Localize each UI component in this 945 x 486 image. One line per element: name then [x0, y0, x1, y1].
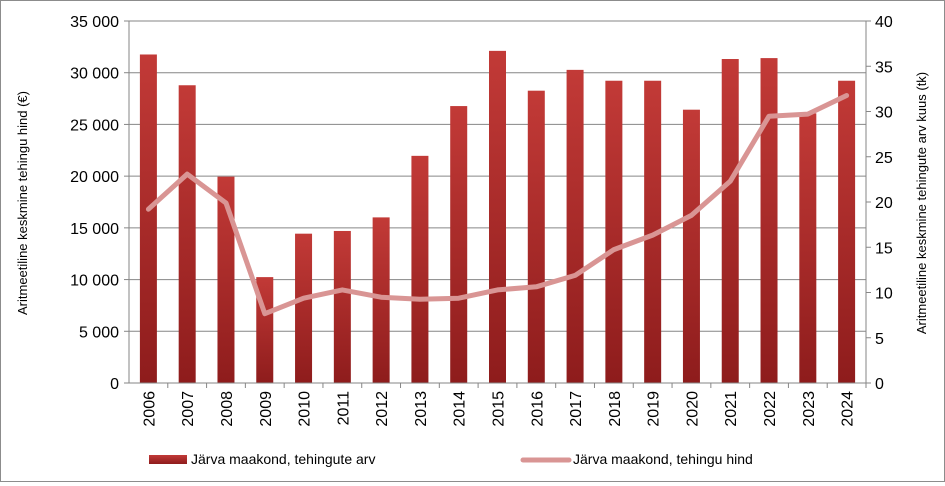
- left-tick-label: 10 000: [70, 273, 119, 290]
- bar: [644, 80, 662, 383]
- x-tick-label: 2015: [491, 391, 508, 427]
- left-tick-label: 0: [110, 376, 119, 393]
- bar: [217, 176, 235, 383]
- bar: [682, 109, 700, 383]
- x-tick-label: 2019: [646, 391, 663, 427]
- bar: [372, 217, 390, 383]
- legend-bar-swatch: [149, 455, 187, 464]
- x-tick-label: 2014: [452, 391, 469, 427]
- bar: [799, 113, 817, 383]
- bar: [178, 85, 196, 383]
- x-tick-label: 2006: [141, 391, 158, 427]
- x-axis-ticks: 2006 2007 2008 2009 2010 2011 2012 2013 2014 2015…: [141, 383, 867, 427]
- bar: [605, 80, 623, 383]
- right-axis-ticks: 0 5 10 15 20 25 30 35 40: [866, 14, 893, 393]
- left-tick-label: 5 000: [79, 324, 119, 341]
- right-tick-label: 25: [875, 150, 893, 167]
- left-tick-label: 15 000: [70, 221, 119, 238]
- x-tick-label: 2008: [219, 391, 236, 427]
- x-tick-label: 2024: [840, 391, 857, 427]
- x-tick-label: 2020: [684, 391, 701, 427]
- bar: [721, 59, 739, 383]
- left-tick-label: 20 000: [70, 169, 119, 186]
- left-axis-ticks: 0 5 000 10 000 15 000 20 000 25 000 30 000 35 0…: [70, 14, 129, 393]
- bar: [760, 58, 778, 383]
- x-tick-label: 2016: [529, 391, 546, 427]
- x-tick-label: 2013: [413, 391, 430, 427]
- x-tick-label: 2012: [374, 391, 391, 427]
- left-tick-label: 35 000: [70, 14, 119, 31]
- price-line: [145, 93, 850, 317]
- x-tick-label: 2021: [723, 391, 740, 427]
- bar: [139, 54, 157, 384]
- bar: [450, 106, 468, 383]
- x-tick-label: 2018: [607, 391, 624, 427]
- bar-series: [139, 50, 856, 384]
- x-tick-label: 2007: [180, 391, 197, 427]
- left-tick-label: 25 000: [70, 117, 119, 134]
- x-tick-label: 2022: [762, 391, 779, 427]
- legend: Järva maakond, tehingute arv Järva maako…: [149, 451, 753, 467]
- right-axis-title: Aritmeetiline keskmine tehingute arv kuu…: [914, 72, 929, 334]
- right-tick-label: 35: [875, 59, 893, 76]
- bar: [333, 230, 351, 383]
- x-tick-label: 2011: [335, 391, 352, 426]
- x-tick-label: 2009: [258, 391, 275, 427]
- x-tick-label: 2010: [297, 391, 314, 427]
- x-tick-label: 2023: [801, 391, 818, 427]
- line-series: [145, 93, 850, 317]
- right-tick-label: 5: [875, 331, 884, 348]
- legend-bar-label: Järva maakond, tehingute arv: [191, 451, 375, 467]
- right-tick-label: 0: [875, 376, 884, 393]
- x-tick-label: 2017: [568, 391, 585, 427]
- right-tick-label: 20: [875, 195, 893, 212]
- bar: [566, 69, 584, 384]
- bar: [411, 155, 429, 383]
- bar: [295, 233, 313, 383]
- right-tick-label: 10: [875, 286, 893, 303]
- legend-line-label: Järva maakond, tehingu hind: [573, 451, 753, 467]
- left-tick-label: 30 000: [70, 66, 119, 83]
- bar: [838, 80, 856, 383]
- left-axis-title: Aritmeetiline keskmine tehingu hind (€): [15, 91, 30, 315]
- right-tick-label: 30: [875, 105, 893, 122]
- bar: [527, 90, 545, 383]
- right-tick-label: 15: [875, 240, 893, 257]
- right-tick-label: 40: [875, 14, 893, 31]
- bar: [489, 50, 506, 384]
